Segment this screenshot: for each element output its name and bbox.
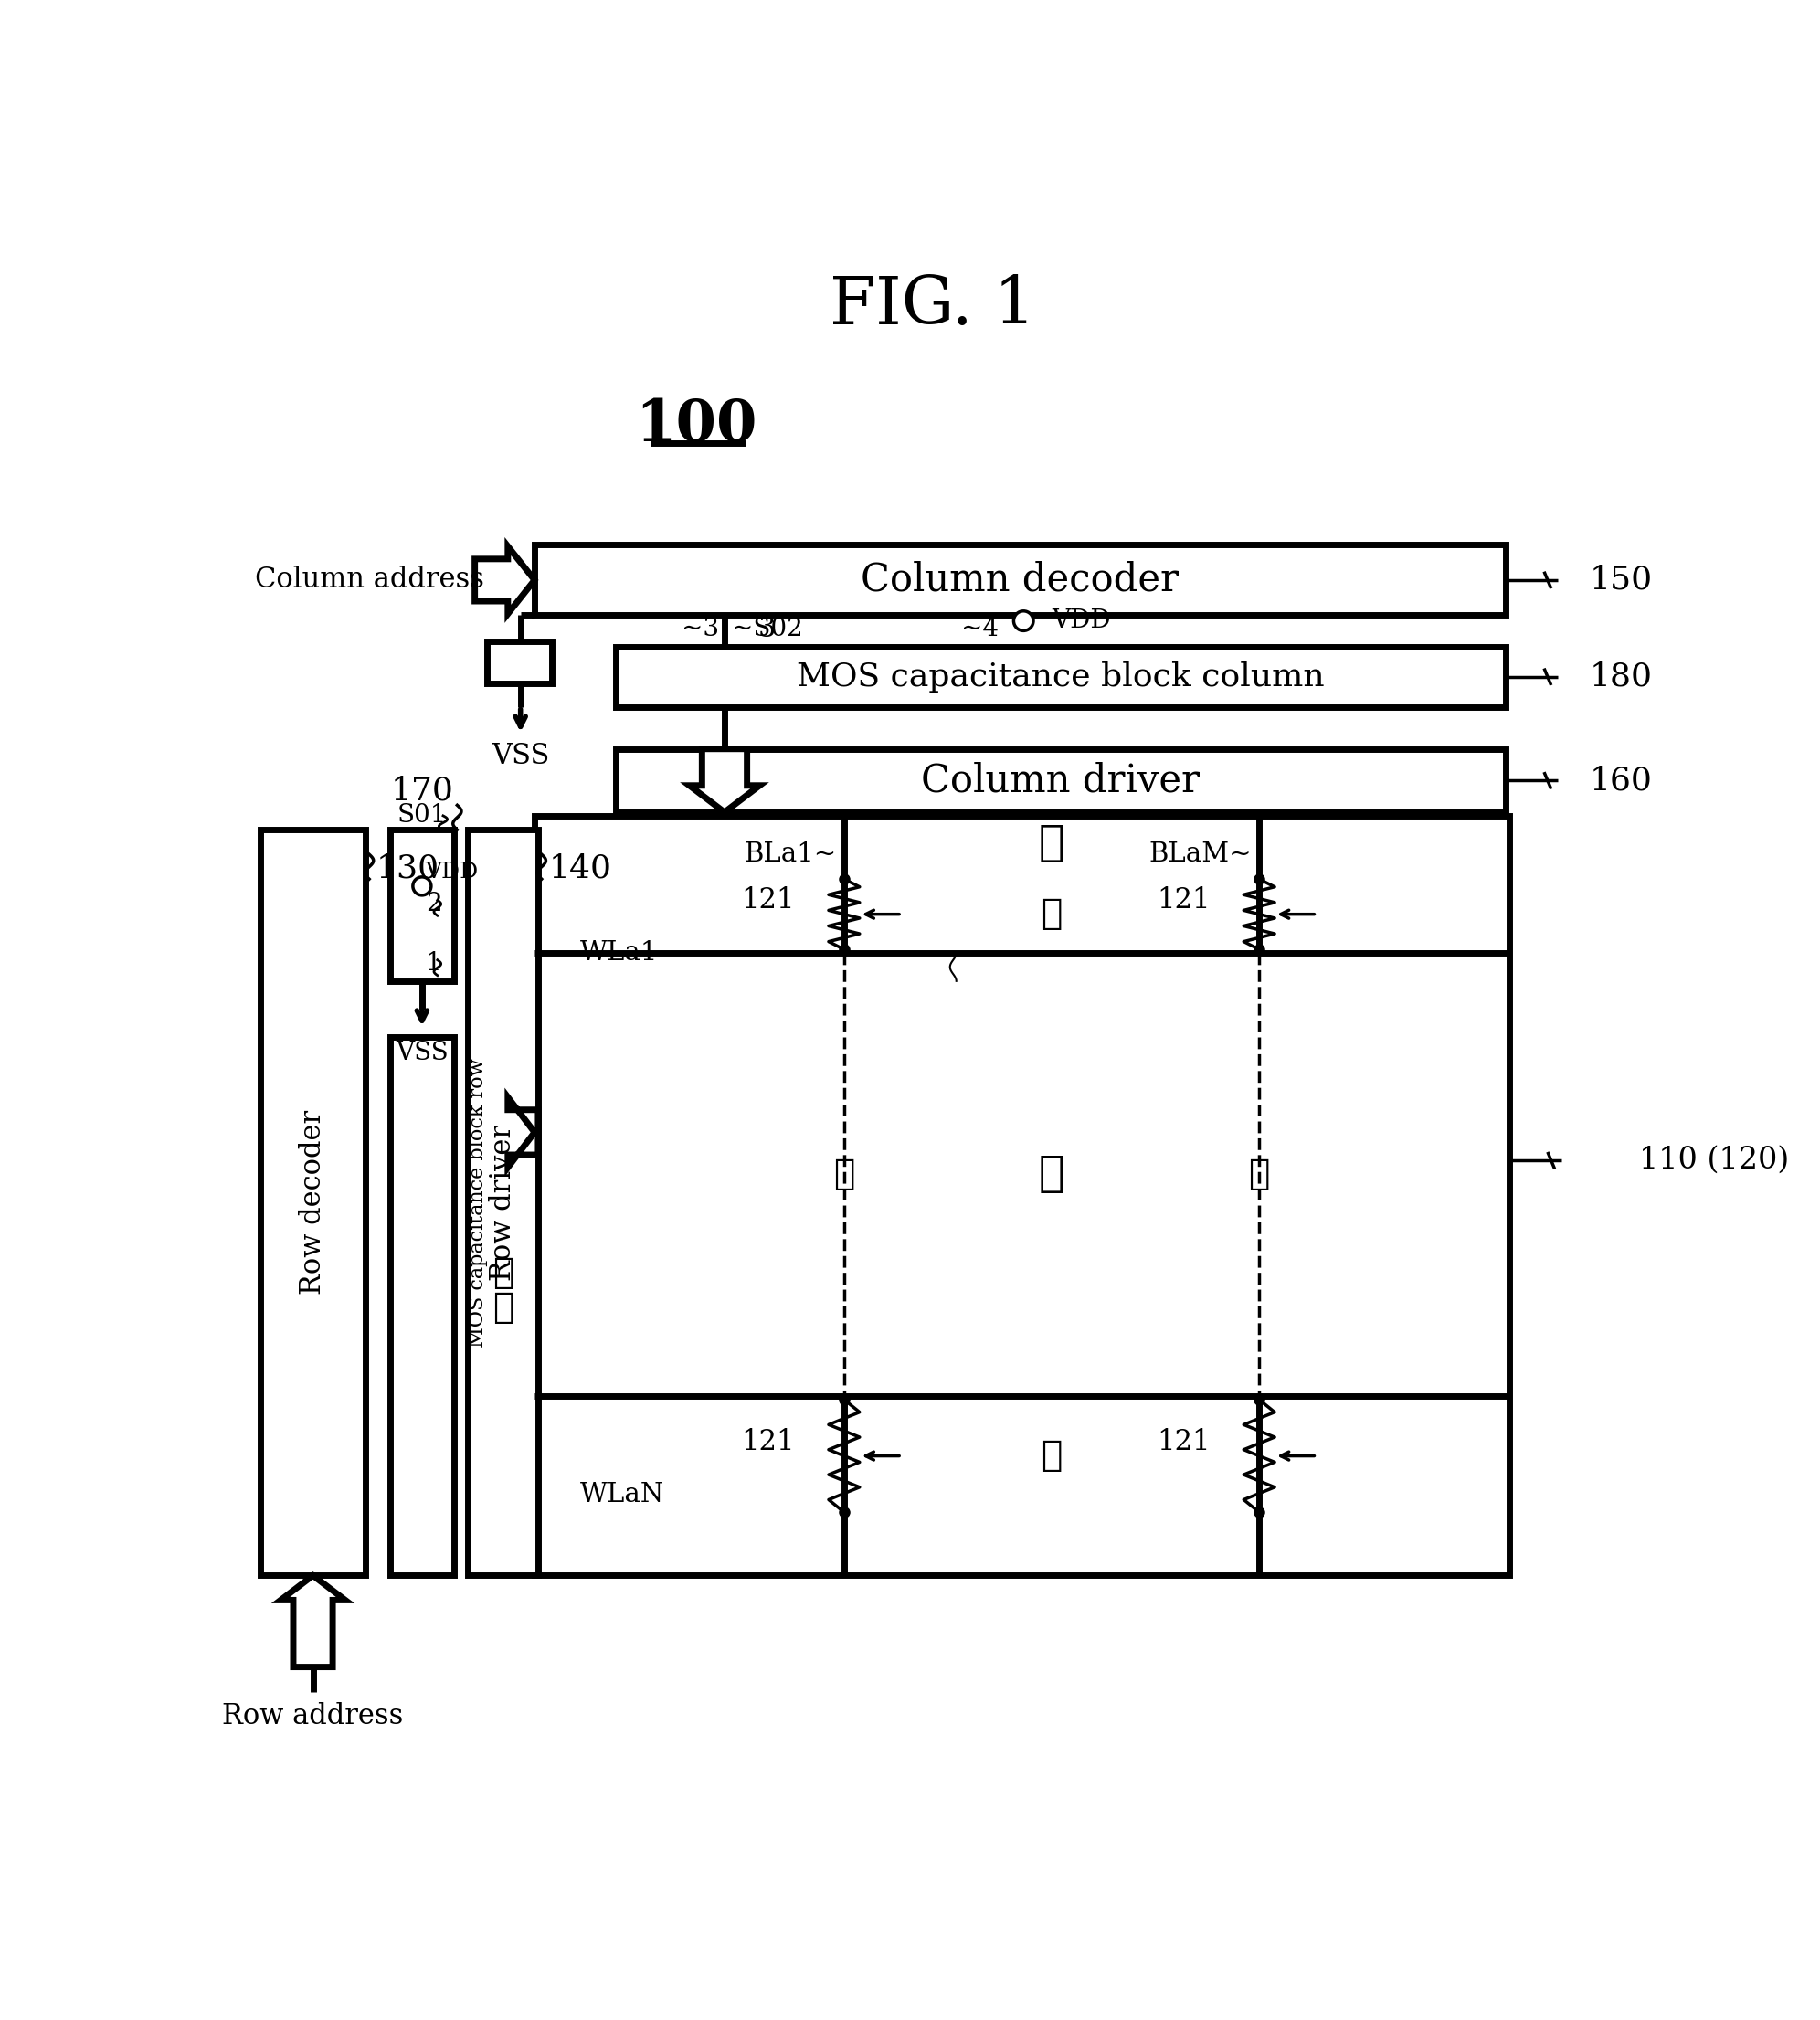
Text: BLa1~: BLa1~ bbox=[744, 842, 837, 867]
Text: WLa1: WLa1 bbox=[581, 939, 659, 966]
Text: 160: 160 bbox=[1591, 766, 1653, 796]
Polygon shape bbox=[475, 545, 535, 614]
Text: 121: 121 bbox=[741, 1428, 795, 1456]
Text: 170: 170 bbox=[391, 776, 453, 806]
Text: 110 (120): 110 (120) bbox=[1640, 1145, 1789, 1176]
Text: ⋮: ⋮ bbox=[834, 1157, 855, 1192]
Bar bbox=[260, 830, 366, 1576]
Text: Row driver: Row driver bbox=[490, 1125, 517, 1281]
Text: ~S02: ~S02 bbox=[732, 616, 803, 642]
Bar bbox=[468, 830, 539, 1576]
Text: 1: 1 bbox=[426, 951, 442, 976]
Text: 3: 3 bbox=[757, 616, 775, 644]
Text: WLaN: WLaN bbox=[581, 1483, 664, 1507]
Text: 180: 180 bbox=[1591, 661, 1653, 693]
Text: 121: 121 bbox=[741, 887, 795, 915]
Text: VSS: VSS bbox=[491, 741, 550, 770]
Text: 2: 2 bbox=[426, 891, 442, 915]
Bar bbox=[389, 830, 453, 982]
Polygon shape bbox=[508, 1097, 539, 1168]
Text: ⋯: ⋯ bbox=[1039, 824, 1065, 865]
Text: ⋯: ⋯ bbox=[1041, 897, 1063, 931]
Text: Row decoder: Row decoder bbox=[298, 1111, 328, 1295]
Text: 150: 150 bbox=[1591, 564, 1653, 596]
Text: 140: 140 bbox=[548, 852, 612, 885]
Text: 121: 121 bbox=[1156, 1428, 1210, 1456]
Bar bbox=[535, 816, 1509, 1576]
Text: VDD: VDD bbox=[426, 861, 479, 883]
Bar bbox=[535, 545, 1505, 616]
Bar bbox=[389, 1038, 453, 1576]
Text: VSS: VSS bbox=[395, 1040, 448, 1065]
Polygon shape bbox=[280, 1576, 346, 1666]
Polygon shape bbox=[690, 749, 759, 812]
Text: ⋮: ⋮ bbox=[491, 1256, 513, 1291]
Bar bbox=[615, 646, 1505, 707]
Text: VDD: VDD bbox=[1052, 608, 1110, 632]
Text: 130: 130 bbox=[377, 852, 439, 885]
Circle shape bbox=[413, 877, 431, 895]
Text: MOS capacitance block column: MOS capacitance block column bbox=[797, 661, 1325, 693]
Text: S01: S01 bbox=[397, 804, 448, 828]
Bar bbox=[486, 640, 551, 683]
Text: FIG. 1: FIG. 1 bbox=[830, 273, 1036, 337]
Text: ~3: ~3 bbox=[681, 616, 719, 642]
Text: ⋯: ⋯ bbox=[1039, 1153, 1065, 1196]
Text: ~4: ~4 bbox=[961, 616, 999, 642]
Text: ⋮: ⋮ bbox=[491, 1291, 513, 1325]
Text: ⋯: ⋯ bbox=[1041, 1438, 1063, 1473]
Text: ⋮: ⋮ bbox=[1249, 1157, 1270, 1192]
Bar bbox=[615, 749, 1505, 812]
Text: Column decoder: Column decoder bbox=[861, 562, 1179, 600]
Text: 121: 121 bbox=[1156, 887, 1210, 915]
Text: Column driver: Column driver bbox=[921, 762, 1199, 800]
Text: BLaM~: BLaM~ bbox=[1148, 842, 1252, 867]
Text: Column address: Column address bbox=[255, 566, 484, 594]
Text: Row address: Row address bbox=[222, 1703, 404, 1731]
Text: 100: 100 bbox=[635, 398, 757, 452]
Text: MOS capacitance block row: MOS capacitance block row bbox=[468, 1058, 488, 1347]
Circle shape bbox=[1014, 610, 1034, 630]
